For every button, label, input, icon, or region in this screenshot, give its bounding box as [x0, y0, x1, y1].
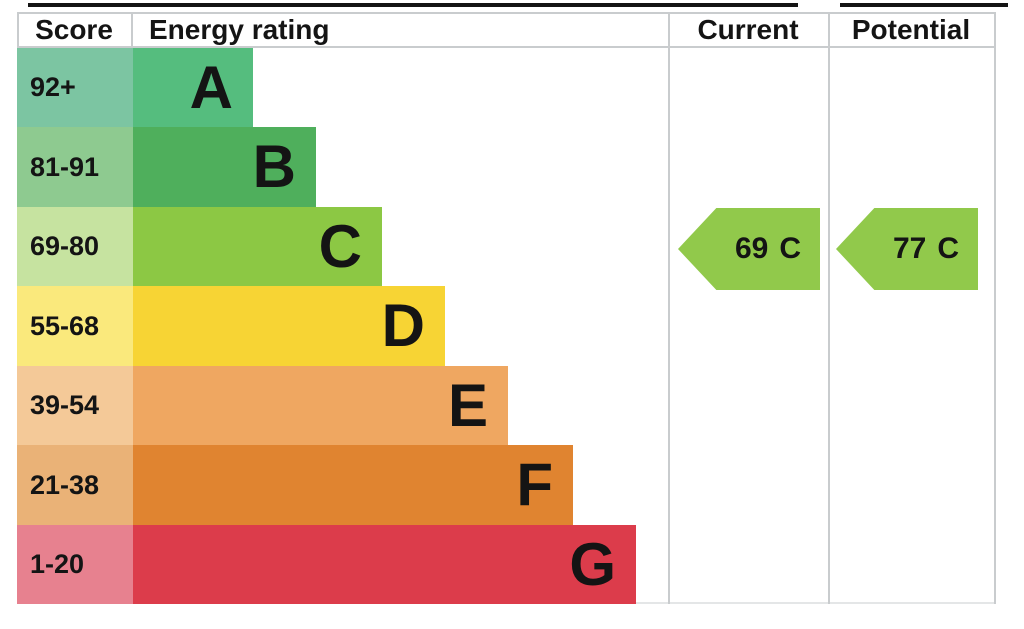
score-range-label-f: 21-38	[30, 469, 100, 500]
rating-bar-f: F	[133, 445, 573, 525]
score-cell-f: 21-38	[17, 445, 133, 525]
header-potential: Potential	[851, 14, 971, 45]
rating-letter-e: E	[447, 371, 488, 439]
band-row-g: 1-20 G	[17, 525, 996, 604]
band-row-b: 81-91 B	[17, 127, 996, 207]
score-range-label-c: 69-80	[30, 231, 100, 261]
score-range-label-b: 81-91	[30, 151, 100, 182]
score-range-label-g: 1-20	[30, 549, 85, 579]
header-current: Current	[697, 14, 799, 45]
table-border-line	[17, 12, 19, 48]
score-range-label-d: 55-68	[30, 310, 100, 341]
rating-bar-c: C	[133, 207, 382, 286]
top-border-line	[28, 3, 798, 7]
score-cell-g: 1-20	[17, 525, 133, 604]
column-divider-current	[668, 12, 670, 604]
table-border-line	[17, 12, 996, 14]
rating-letter-f: F	[516, 451, 553, 518]
rating-letter-a: A	[189, 53, 233, 121]
score-cell-d: 55-68	[17, 286, 133, 366]
header-energy-rating: Energy rating	[149, 14, 330, 45]
band-row-a: 92+ A	[17, 48, 996, 127]
band-row-e: 39-54 E	[17, 366, 996, 445]
current-rating-value: 69	[734, 232, 769, 265]
table-border-line	[17, 46, 996, 48]
score-range-label-a: 92+	[30, 72, 76, 102]
band-row-c: 69-80 C	[17, 207, 996, 286]
rating-letter-g: G	[569, 530, 616, 598]
table-border-line	[994, 12, 996, 604]
score-range-label-e: 39-54	[30, 390, 100, 420]
table-border-line	[131, 12, 133, 48]
score-cell-c: 69-80	[17, 207, 133, 286]
rating-bar-e: E	[133, 366, 508, 445]
score-cell-a: 92+	[17, 48, 133, 127]
potential-rating-value: 77	[892, 232, 927, 265]
column-divider-potential	[828, 12, 830, 604]
rating-bar-d: D	[133, 286, 445, 366]
rating-letter-b: B	[252, 133, 296, 200]
header-score: Score	[35, 14, 113, 45]
rating-bar-a: A	[133, 48, 253, 127]
rating-letter-c: C	[318, 212, 362, 280]
rating-bar-g: G	[133, 525, 636, 604]
current-rating-grade: C	[779, 232, 802, 265]
band-row-d: 55-68 D	[17, 286, 996, 366]
rating-letter-d: D	[381, 292, 425, 359]
potential-rating-grade: C	[937, 232, 960, 265]
top-border-line	[840, 3, 1008, 7]
score-cell-b: 81-91	[17, 127, 133, 207]
score-cell-e: 39-54	[17, 366, 133, 445]
band-row-f: 21-38 F	[17, 445, 996, 525]
rating-bar-b: B	[133, 127, 316, 207]
